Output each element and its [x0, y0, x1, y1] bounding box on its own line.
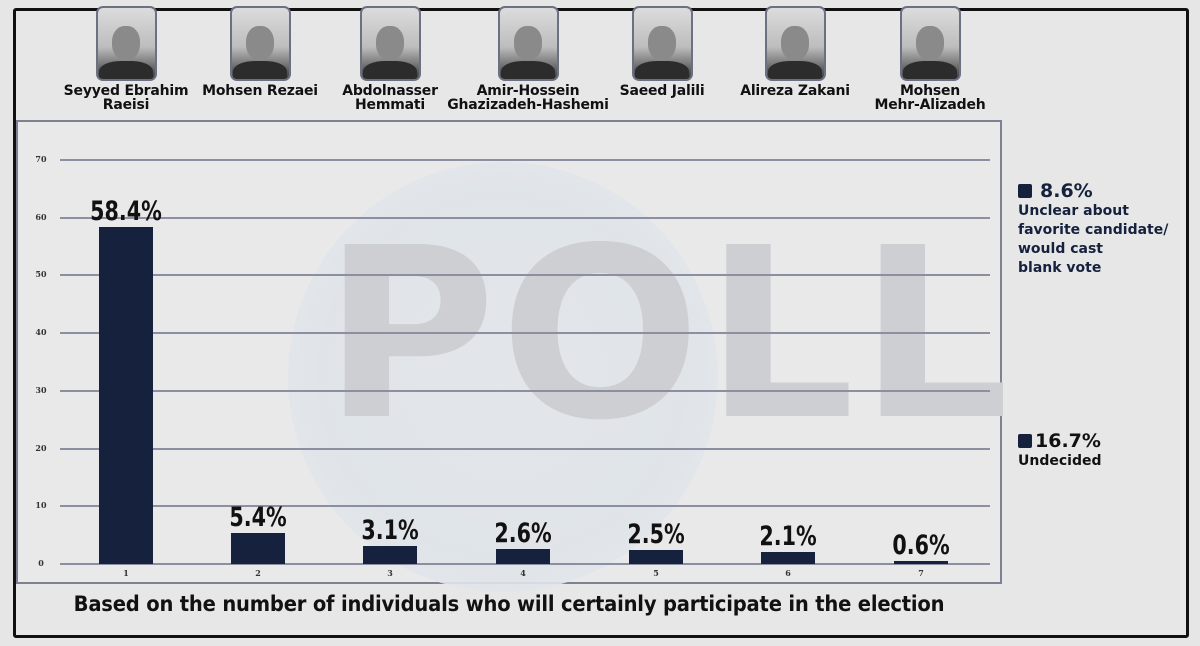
bar [231, 532, 285, 564]
portrait-photo-icon [899, 6, 961, 81]
watermark-emblem-icon [288, 162, 718, 592]
y-axis-tick: 30 [35, 384, 47, 395]
legend-value: 16.7% [1035, 430, 1101, 452]
y-axis-tick: 10 [35, 500, 47, 511]
legend-label: Undecided [1018, 453, 1102, 469]
y-axis-tick: 20 [35, 442, 47, 453]
portrait-photo-icon [359, 6, 421, 81]
y-axis-tick: 0 [38, 558, 44, 568]
bar-value-label: 0.6% [892, 529, 950, 561]
y-axis-tick: 40 [35, 327, 47, 338]
bar [629, 549, 683, 564]
portrait-photo-icon [764, 6, 826, 81]
gridline [60, 274, 990, 277]
candidate-name: Mohsen Mehr-Alizadeh [874, 83, 986, 113]
x-axis-tick: 3 [387, 568, 393, 578]
bar-value-label: 5.4% [229, 501, 287, 533]
gridline [60, 563, 990, 565]
candidate-name: Seyyed Ebrahim Raeisi [63, 83, 189, 113]
portrait-photo-icon [497, 6, 559, 81]
bar-chart: POLL 0 10 20 30 40 50 60 70 58.4% 1 5.4% 2 3.1% 3 2.6%… [16, 120, 1009, 592]
x-axis-tick: 6 [785, 568, 791, 578]
y-axis-tick: 50 [35, 269, 47, 280]
x-axis-tick: 7 [918, 568, 924, 578]
chart-caption: Based on the number of individuals who w… [73, 592, 945, 616]
bar-value-label: 3.1% [361, 515, 419, 547]
candidate-card: Abdolnasser Hemmati [305, 6, 475, 112]
candidate-name: Amir-Hossein Ghazizadeh-Hashemi [447, 83, 609, 113]
x-axis-tick: 4 [520, 568, 526, 578]
bar [99, 226, 153, 564]
watermark-text: POLL [323, 197, 1014, 472]
y-axis-tick: 60 [35, 211, 47, 222]
gridline [60, 447, 990, 450]
portrait-photo-icon [95, 6, 157, 81]
candidate-card: Amir-Hossein Ghazizadeh-Hashemi [443, 6, 613, 112]
portrait-photo-icon [229, 6, 291, 81]
gridline [60, 216, 990, 219]
gridline [60, 389, 990, 392]
legend-value: 8.6% [1040, 180, 1093, 202]
candidate-card: Saeed Jalili [577, 6, 747, 98]
candidate-card: Mohsen Rezaei [175, 6, 345, 98]
legend-item-unclear: 8.6% Unclear about favorite candidate/ w… [1018, 180, 1188, 278]
gridline [60, 332, 990, 335]
x-axis-tick: 1 [123, 568, 129, 578]
candidate-card: Seyyed Ebrahim Raeisi [41, 6, 211, 112]
bar [496, 548, 550, 564]
bar-value-label: 2.1% [759, 520, 817, 552]
candidate-name: Saeed Jalili [619, 83, 705, 99]
bar [363, 546, 417, 564]
y-axis-tick: 70 [35, 154, 47, 164]
bar-value-label: 2.6% [494, 517, 552, 549]
x-axis-tick: 5 [653, 568, 659, 578]
legend-item-undecided: 16.7% Undecided [1018, 430, 1188, 471]
candidate-name: Mohsen Rezaei [202, 83, 318, 99]
legend-label: Unclear about favorite candidate/ would … [1018, 203, 1169, 276]
candidate-card: Alireza Zakani [710, 6, 880, 98]
bar-value-label: 58.4% [90, 195, 162, 227]
bar-value-label: 2.5% [627, 518, 685, 550]
gridline [60, 505, 990, 508]
gridline [60, 159, 990, 161]
bar [761, 551, 815, 564]
x-axis-tick: 2 [255, 568, 261, 578]
portrait-photo-icon [631, 6, 693, 81]
candidate-name: Alireza Zakani [740, 83, 850, 99]
candidate-name: Abdolnasser Hemmati [342, 83, 438, 113]
candidate-card: Mohsen Mehr-Alizadeh [845, 6, 1015, 112]
legend-swatch-icon [1018, 434, 1032, 448]
legend-swatch-icon [1018, 184, 1032, 198]
bar [894, 560, 948, 564]
